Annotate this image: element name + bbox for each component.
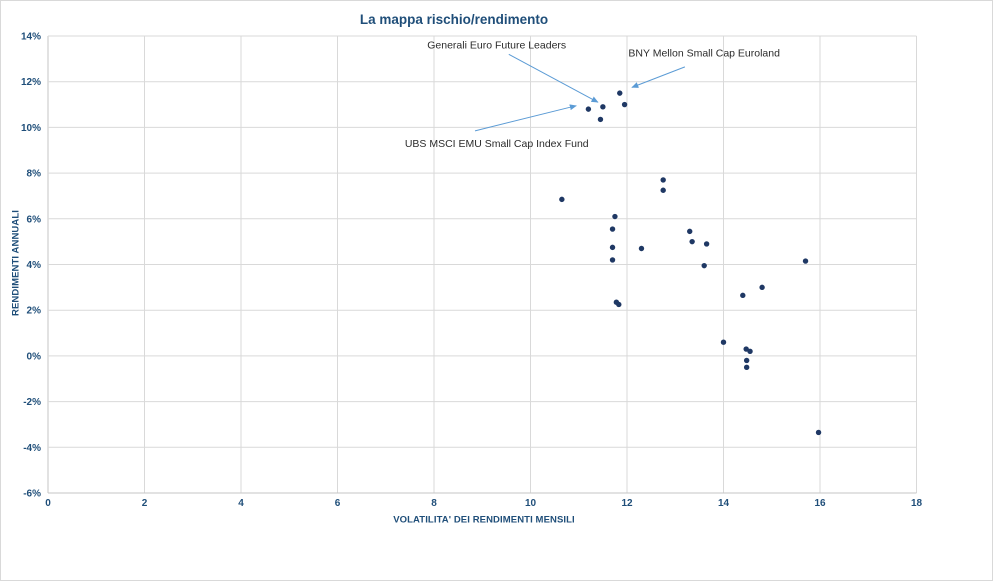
data-point xyxy=(687,228,693,235)
y-tick-label: 4% xyxy=(27,260,42,271)
data-point xyxy=(743,364,750,371)
data-point xyxy=(597,116,604,123)
data-point xyxy=(559,196,565,203)
data-point xyxy=(617,90,623,96)
data-point xyxy=(609,226,616,232)
x-tick-label: 12 xyxy=(621,498,633,509)
annotation-arrow xyxy=(508,53,599,103)
y-tick-label: 6% xyxy=(27,214,42,225)
data-point xyxy=(701,262,707,269)
y-tick-label: -6% xyxy=(23,489,41,500)
data-point xyxy=(612,213,618,220)
y-tick-label: 10% xyxy=(21,123,41,134)
data-point xyxy=(621,101,628,108)
annotation-label: Generali Euro Future Leaders xyxy=(427,40,566,52)
data-point xyxy=(802,258,809,264)
data-point xyxy=(616,301,622,308)
x-tick-label: 8 xyxy=(431,498,437,509)
data-point xyxy=(703,241,710,247)
x-tick-label: 16 xyxy=(814,498,826,509)
x-tick-label: 2 xyxy=(142,498,148,509)
annotation-label: UBS MSCI EMU Small Cap Index Fund xyxy=(405,138,589,150)
x-tick-label: 6 xyxy=(335,498,341,509)
data-point xyxy=(638,245,645,252)
data-point xyxy=(815,429,822,436)
y-tick-label: 8% xyxy=(27,169,42,180)
data-point xyxy=(660,177,666,183)
data-point xyxy=(600,104,606,110)
x-axis-title: VOLATILITA' DEI RENDIMENTI MENSILI xyxy=(393,514,575,526)
y-tick-label: 14% xyxy=(21,32,41,43)
x-tick-label: 4 xyxy=(238,498,244,509)
data-point xyxy=(740,292,746,299)
annotation-arrow xyxy=(631,66,686,88)
annotation-label: BNY Mellon Small Cap Euroland xyxy=(628,48,780,60)
y-tick-label: 12% xyxy=(21,77,41,88)
data-point xyxy=(759,284,765,291)
x-tick-label: 14 xyxy=(718,498,730,509)
y-tick-label: 2% xyxy=(27,306,42,317)
y-tick-label: 0% xyxy=(27,351,42,362)
annotation-arrow xyxy=(474,104,577,132)
y-tick-label: -2% xyxy=(23,397,41,408)
data-point xyxy=(585,106,592,112)
y-tick-label: -4% xyxy=(23,443,41,454)
chart-title: La mappa rischio/rendimento xyxy=(359,12,549,27)
x-tick-label: 10 xyxy=(525,498,537,509)
x-tick-label: 0 xyxy=(45,498,51,509)
x-tick-label: 18 xyxy=(911,498,923,509)
data-point xyxy=(743,357,750,364)
data-point xyxy=(660,187,666,193)
data-point xyxy=(609,244,616,251)
data-point xyxy=(689,238,695,245)
data-point xyxy=(720,339,727,345)
data-point xyxy=(747,348,753,355)
data-point xyxy=(609,257,616,263)
